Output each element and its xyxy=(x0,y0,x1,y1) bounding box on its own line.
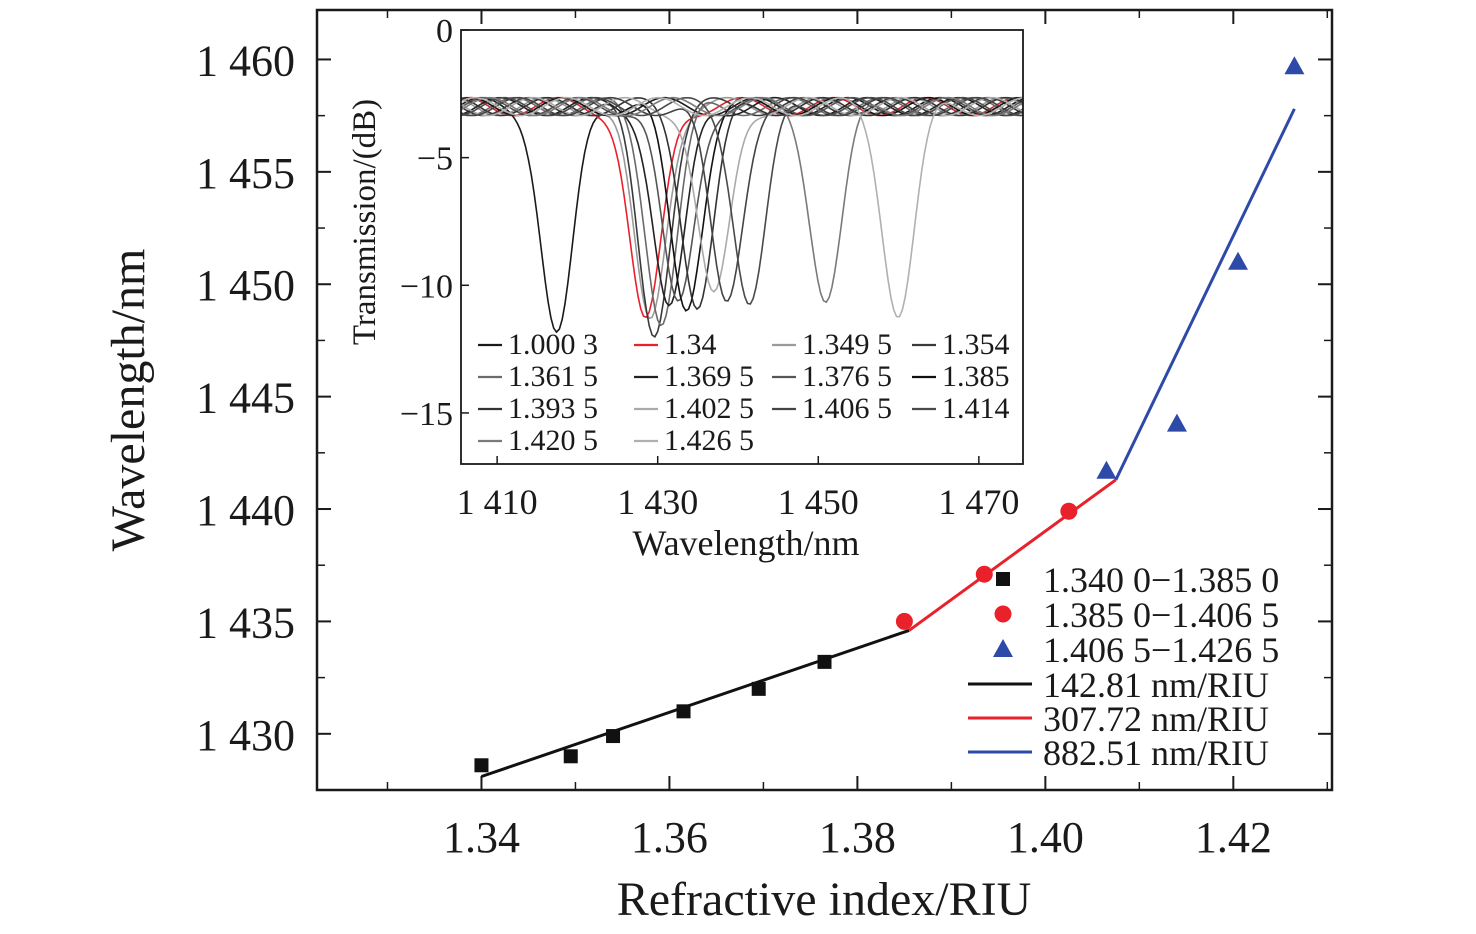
square-data-point xyxy=(563,749,578,764)
inset-legend-label: 1.393 5 xyxy=(508,392,598,425)
spectrum-curve xyxy=(460,96,1024,304)
legend-label: 1.406 5−1.426 5 xyxy=(1043,630,1279,670)
inset-legend-label: 1.426 5 xyxy=(664,424,754,457)
spectrum-curve xyxy=(460,96,1024,302)
triangle-data-point xyxy=(1166,413,1187,432)
y-tick-label: 1 445 xyxy=(196,374,295,423)
main-chart: 1.34 1.36 1.38 1.40 1.42 1 430 1 435 1 440 1 445… xyxy=(102,8,1334,926)
main-axis-ticks: 1.34 1.36 1.38 1.40 1.42 1 430 1 435 1 440 1 445… xyxy=(196,10,1332,862)
legend-label: 142.81 nm/RIU xyxy=(1043,665,1269,705)
inset-y-tick-label: −5 xyxy=(417,141,453,178)
inset-y-tick-label: −10 xyxy=(400,268,453,305)
inset-legend-label: 1.000 3 xyxy=(508,328,598,361)
legend-label: 1.340 0−1.385 0 xyxy=(1043,560,1279,600)
inset-legend-label: 1.349 5 xyxy=(802,328,892,361)
legend-label: 1.385 0−1.406 5 xyxy=(1043,595,1279,635)
x-tick-label: 1.42 xyxy=(1195,813,1272,862)
spectrum-curve xyxy=(460,96,1024,311)
inset-legend: 1.000 3 1.34 1.349 5 1.354 1.361 5 1.369 5 1.3… xyxy=(478,328,1010,457)
inset-legend-label: 1.414 xyxy=(942,392,1010,425)
x-tick-label: 1.34 xyxy=(443,813,520,862)
x-tick-label: 1.38 xyxy=(819,813,896,862)
x-tick-label: 1.36 xyxy=(631,813,708,862)
inset-legend-label: 1.402 5 xyxy=(664,392,754,425)
inset-legend-label: 1.376 5 xyxy=(802,360,892,393)
y-tick-label: 1 430 xyxy=(196,711,295,760)
circle-data-point xyxy=(1060,502,1078,520)
legend-circle-marker xyxy=(994,605,1012,623)
fit-line xyxy=(908,478,1117,632)
triangle-data-point xyxy=(1284,56,1305,75)
spectrum-curve xyxy=(460,96,1024,293)
inset-x-tick-label: 1 450 xyxy=(778,482,859,522)
main-y-axis-title: Wavelength/nm xyxy=(102,249,155,552)
triangle-data-point xyxy=(1096,460,1117,479)
inset-plot-frame xyxy=(460,29,1024,465)
y-tick-label: 1 440 xyxy=(196,486,295,535)
fit-line xyxy=(1114,108,1296,481)
inset-x-tick-label: 1 470 xyxy=(938,482,1019,522)
square-data-point xyxy=(751,681,766,696)
y-tick-label: 1 460 xyxy=(196,36,295,85)
legend-square-marker xyxy=(996,572,1010,586)
main-plot-frame xyxy=(315,8,1334,792)
triangle-data-point xyxy=(1228,251,1249,270)
circle-data-point xyxy=(895,612,913,630)
fit-line xyxy=(480,628,910,778)
inset-y-tick-label: 0 xyxy=(436,13,453,50)
square-data-point xyxy=(474,758,489,773)
inset-legend-label: 1.354 xyxy=(942,328,1010,361)
y-tick-label: 1 435 xyxy=(196,598,295,647)
legend-label: 307.72 nm/RIU xyxy=(1043,699,1269,739)
x-tick-label: 1.40 xyxy=(1007,813,1084,862)
y-tick-label: 1 455 xyxy=(196,149,295,198)
legend-label: 882.51 nm/RIU xyxy=(1043,733,1269,773)
inset-legend-label: 1.385 xyxy=(942,360,1010,393)
inset-legend-label: 1.34 xyxy=(664,328,717,361)
inset-x-axis-title: Wavelength/nm xyxy=(632,523,859,563)
inset-legend-label: 1.361 5 xyxy=(508,360,598,393)
inset-legend-label: 1.406 5 xyxy=(802,392,892,425)
legend-triangle-marker xyxy=(993,639,1013,657)
inset-y-axis-title: Transmission/(dB) xyxy=(347,99,383,345)
inset-legend-label: 1.420 5 xyxy=(508,424,598,457)
spectrum-curve xyxy=(460,96,1024,318)
square-data-point xyxy=(606,729,621,744)
main-legend: 1.340 0−1.385 01.385 0−1.406 51.406 5−1.… xyxy=(968,560,1279,773)
inset-y-tick-label: −15 xyxy=(400,396,453,433)
inset-x-tick-label: 1 430 xyxy=(617,482,698,522)
spectrum-curve xyxy=(460,96,1024,305)
y-tick-label: 1 450 xyxy=(196,261,295,310)
inset-chart: 1 410 1 430 1 450 1 470 0 −5 −10 −15 Wavelength… xyxy=(347,13,1024,563)
inset-legend-label: 1.369 5 xyxy=(664,360,754,393)
main-x-axis-title: Refractive index/RIU xyxy=(617,873,1032,926)
main-fit-lines xyxy=(480,108,1296,778)
square-data-point xyxy=(817,654,832,669)
inset-axis-ticks: 1 410 1 430 1 450 1 470 0 −5 −10 −15 xyxy=(400,13,1020,522)
inset-x-tick-label: 1 410 xyxy=(457,482,538,522)
circle-data-point xyxy=(975,565,993,583)
square-data-point xyxy=(676,704,691,719)
main-data-points xyxy=(474,56,1305,773)
inset-curves xyxy=(460,96,1024,338)
